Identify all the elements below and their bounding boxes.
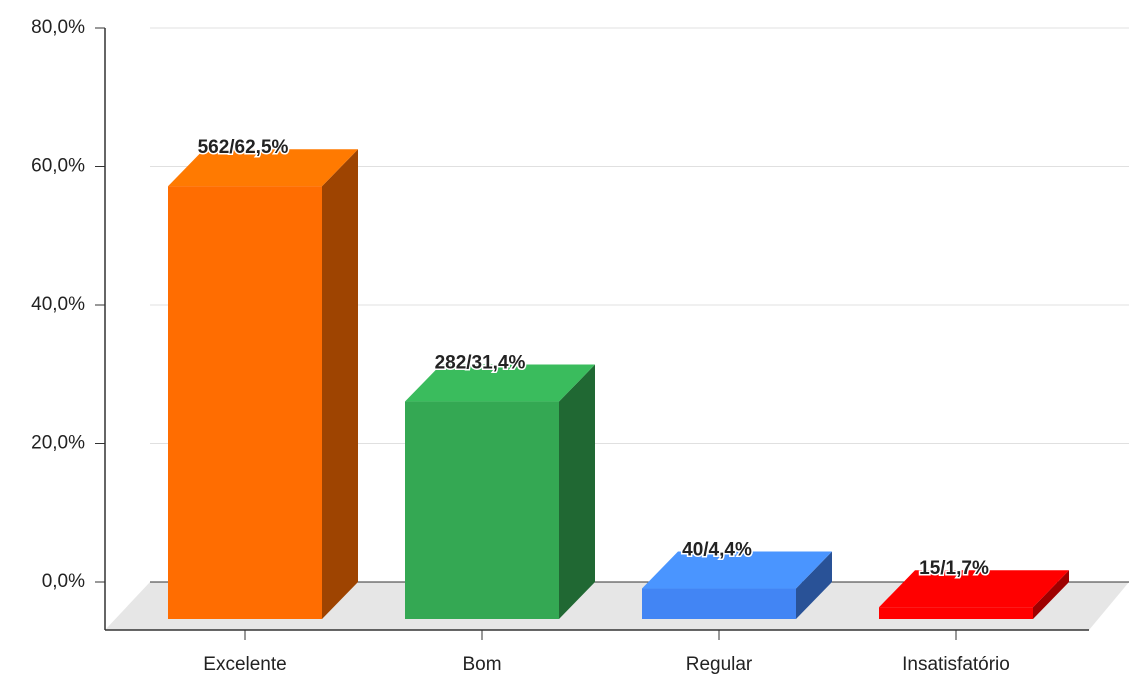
bar <box>168 186 322 619</box>
value-label: 562/62,5% <box>198 137 289 158</box>
x-tick-label: Bom <box>462 654 501 675</box>
bar-top <box>879 570 1069 608</box>
y-tick-label: 0,0% <box>42 571 85 592</box>
bar-side <box>796 551 832 619</box>
value-label: 15/1,7% <box>919 558 989 579</box>
floor <box>105 582 1129 630</box>
bar-side <box>1033 570 1069 619</box>
value-label: 282/31,4% <box>435 353 526 374</box>
bar-top <box>642 551 832 589</box>
bar-side <box>322 149 358 619</box>
bar <box>879 607 1033 619</box>
bar-side <box>559 364 595 619</box>
bar-top <box>168 149 358 187</box>
bar <box>642 588 796 619</box>
y-tick-label: 60,0% <box>31 156 85 177</box>
bar-top <box>405 364 595 402</box>
y-tick-label: 40,0% <box>31 294 85 315</box>
value-label: 40/4,4% <box>682 540 752 561</box>
bar <box>405 401 559 619</box>
x-tick-label: Regular <box>686 654 753 675</box>
x-tick-label: Insatisfatório <box>902 654 1010 675</box>
y-tick-label: 80,0% <box>31 17 85 38</box>
x-tick-label: Excelente <box>203 654 286 675</box>
y-tick-label: 20,0% <box>31 433 85 454</box>
